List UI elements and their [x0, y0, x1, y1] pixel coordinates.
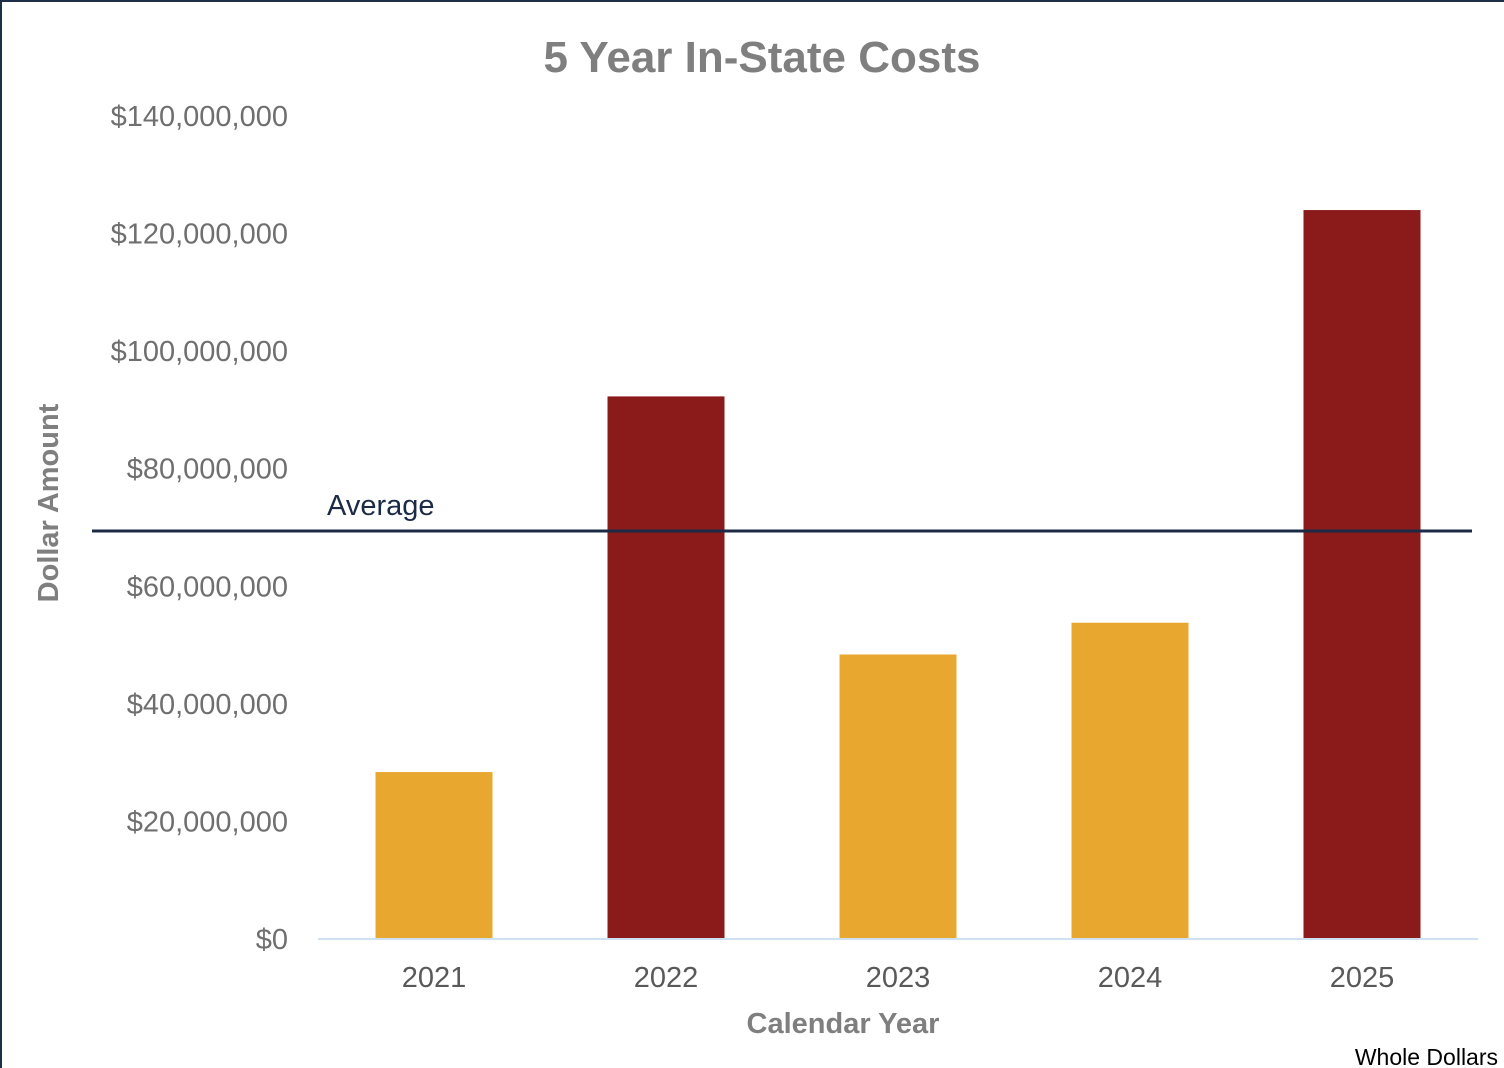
y-tick-label: $80,000,000	[127, 454, 288, 486]
y-tick-label: $60,000,000	[127, 571, 288, 603]
units-footnote: Whole Dollars	[1355, 1044, 1498, 1068]
x-tick-label: 2025	[1330, 962, 1395, 994]
bar-2023	[839, 654, 957, 939]
chart-title: 5 Year In-State Costs	[544, 33, 981, 82]
bar-2022	[607, 396, 725, 940]
bar-2021	[375, 772, 493, 939]
y-axis-ticks: $0 $20,000,000 $40,000,000 $60,000,000 $80,0…	[111, 101, 288, 956]
bar-2024	[1071, 622, 1189, 939]
y-tick-label: $120,000,000	[111, 219, 288, 251]
y-tick-label: $20,000,000	[127, 806, 288, 838]
x-axis-title: Calendar Year	[747, 1008, 940, 1040]
x-tick-label: 2022	[634, 962, 699, 994]
y-tick-label: $0	[256, 924, 288, 956]
average-label: Average	[327, 490, 435, 522]
y-tick-label: $100,000,000	[111, 336, 288, 368]
x-tick-label: 2021	[402, 962, 467, 994]
x-axis-ticks: 2021 2022 2023 2024 2025	[402, 962, 1395, 994]
y-axis-title: Dollar Amount	[33, 403, 65, 602]
y-tick-label: $40,000,000	[127, 689, 288, 721]
bars	[375, 210, 1421, 940]
bar-2025	[1303, 210, 1421, 940]
y-tick-label: $140,000,000	[111, 101, 288, 133]
x-tick-label: 2024	[1098, 962, 1163, 994]
x-tick-label: 2023	[866, 962, 931, 994]
